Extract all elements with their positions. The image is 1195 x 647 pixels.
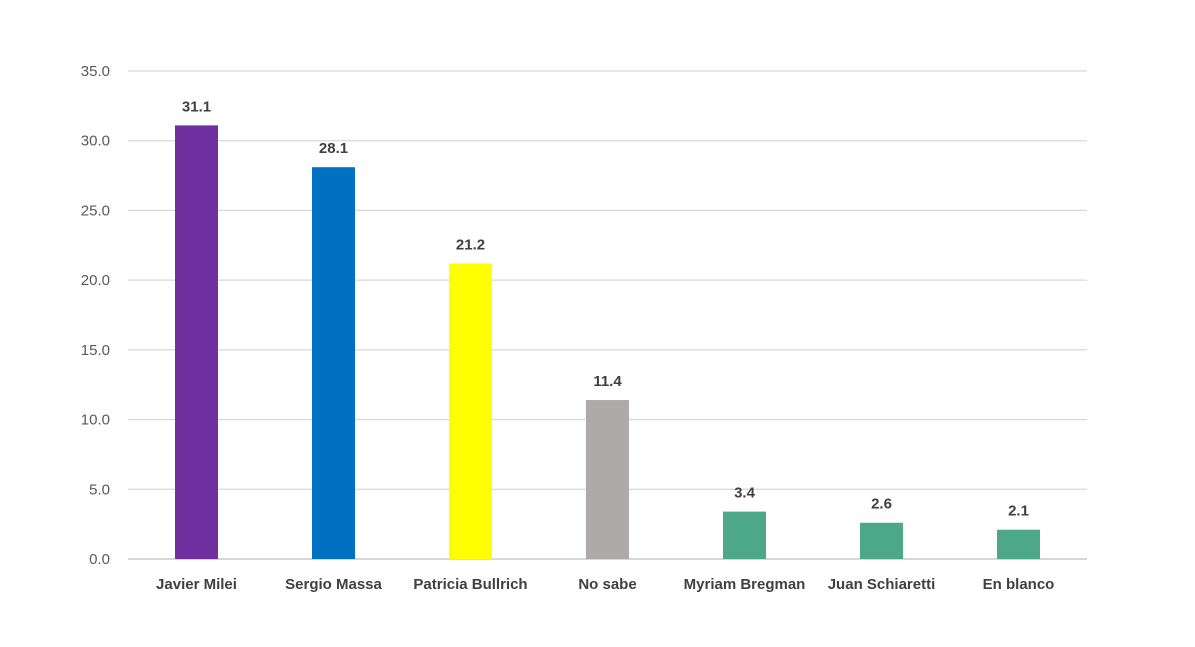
bar	[449, 263, 492, 559]
x-axis-tick-labels: Javier Milei Sergio Massa Patricia Bullric…	[156, 576, 1054, 593]
data-label: 3.4	[734, 485, 756, 502]
x-tick-label: Patricia Bullrich	[413, 576, 527, 593]
y-tick-label: 25.0	[81, 202, 110, 219]
y-tick-label: 0.0	[89, 551, 110, 568]
y-axis-tick-labels: 0.0 5.0 10.0 15.0 20.0 25.0 30.0 35.0	[81, 63, 110, 568]
bar	[723, 511, 766, 559]
y-tick-label: 5.0	[89, 481, 110, 498]
y-tick-label: 30.0	[81, 133, 110, 150]
data-label: 31.1	[182, 98, 211, 115]
x-tick-label: No sabe	[578, 576, 636, 593]
data-label: 28.1	[319, 140, 348, 157]
bar	[860, 522, 903, 559]
bar	[312, 167, 355, 559]
x-tick-label: Sergio Massa	[285, 576, 382, 593]
data-label: 2.6	[871, 496, 892, 513]
bar	[586, 400, 629, 559]
y-tick-label: 20.0	[81, 272, 110, 289]
bar	[175, 125, 218, 560]
y-tick-label: 35.0	[81, 63, 110, 80]
y-tick-label: 15.0	[81, 342, 110, 359]
data-label: 2.1	[1008, 503, 1029, 520]
bar	[997, 529, 1040, 559]
data-label: 11.4	[593, 373, 622, 390]
x-tick-label: Myriam Bregman	[684, 576, 806, 593]
data-label: 21.2	[456, 236, 485, 253]
bars	[175, 125, 1040, 560]
x-tick-label: Javier Milei	[156, 576, 237, 593]
y-tick-label: 10.0	[81, 412, 110, 429]
x-tick-label: En blanco	[983, 576, 1055, 593]
x-tick-label: Juan Schiaretti	[828, 576, 936, 593]
data-labels: 31.1 28.1 21.2 11.4 3.4 2.6 2.1	[182, 98, 1029, 519]
